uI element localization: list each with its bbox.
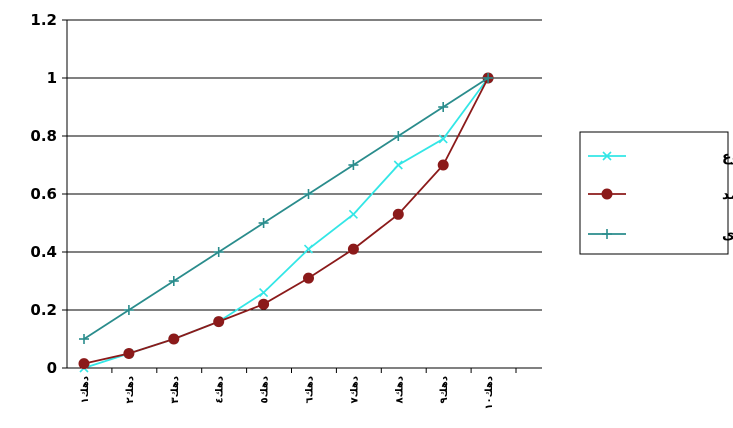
y-tick-label: 1.2 <box>30 11 57 29</box>
data-point <box>392 208 404 220</box>
data-point <box>347 243 359 255</box>
gridlines <box>67 19 542 311</box>
data-point <box>213 316 225 328</box>
y-tick-label: 0.2 <box>30 301 57 319</box>
legend-swatch-marker <box>602 229 612 239</box>
legend-swatch-marker <box>602 151 612 161</box>
x-tick-label: دهك١ <box>80 376 91 404</box>
data-point <box>438 102 449 112</box>
legend-label: درآمد <box>722 185 733 203</box>
data-point <box>483 73 494 83</box>
data-point <box>303 272 314 284</box>
x-tick-label: دهك٣ <box>170 376 181 404</box>
series-line <box>83 77 489 340</box>
y-tick-label: 0.4 <box>30 243 57 261</box>
legend-label: مجموع <box>722 149 733 165</box>
data-point <box>393 160 403 170</box>
data-point <box>303 244 314 254</box>
series-1 <box>79 73 493 373</box>
x-tick-label: دهك١٠ <box>484 376 495 410</box>
y-tick-label: 0.6 <box>30 185 57 203</box>
legend-item-3: خط قطری <box>588 227 733 243</box>
x-axis-ticks: دهك١ دهك٢ دهك٣ دهك٤ دهك٥ دهك٦ دهك٧ دهك٨ دهك٩ دهك١… <box>80 368 517 410</box>
y-tick-label: 1 <box>47 69 57 87</box>
data-point <box>348 160 359 170</box>
data-point <box>123 348 135 359</box>
data-point <box>303 189 314 199</box>
y-tick-label: 0 <box>47 359 57 377</box>
series-line <box>83 77 489 369</box>
data-point <box>79 334 89 344</box>
data-point <box>438 134 448 144</box>
axes <box>66 20 542 369</box>
legend-label: خط قطری <box>722 227 733 243</box>
x-tick-label: دهك٨ <box>394 376 405 404</box>
y-tick-label: 0.8 <box>30 127 57 145</box>
x-tick-label: دهك٤ <box>215 376 226 404</box>
x-tick-label: دهك٦ <box>305 376 316 404</box>
series-2 <box>78 72 494 370</box>
legend-item-1: مجموع <box>588 149 733 165</box>
data-point <box>393 131 404 141</box>
series-3 <box>79 73 494 344</box>
series-line <box>83 77 489 365</box>
x-tick-label: دهك٧ <box>349 376 360 404</box>
data-point <box>123 305 134 315</box>
series-layer <box>78 72 494 373</box>
legend-item-2: درآمد <box>588 185 733 203</box>
x-tick-label: دهك٥ <box>260 376 271 404</box>
data-point <box>168 333 180 345</box>
data-point <box>258 298 270 310</box>
legend: مجموع درآمد خط قطری <box>579 131 733 255</box>
y-axis-ticks: 0 0.2 0.4 0.6 0.8 1 1.2 <box>30 11 67 377</box>
data-point <box>259 288 269 298</box>
data-point <box>258 218 269 228</box>
data-point <box>168 276 179 286</box>
data-point <box>213 247 224 257</box>
data-point <box>437 159 449 171</box>
data-point <box>348 209 358 219</box>
x-tick-label: دهك٢ <box>125 376 136 404</box>
legend-swatch-marker <box>601 188 613 200</box>
data-point <box>78 358 90 370</box>
x-tick-label: دهك٩ <box>439 376 450 404</box>
